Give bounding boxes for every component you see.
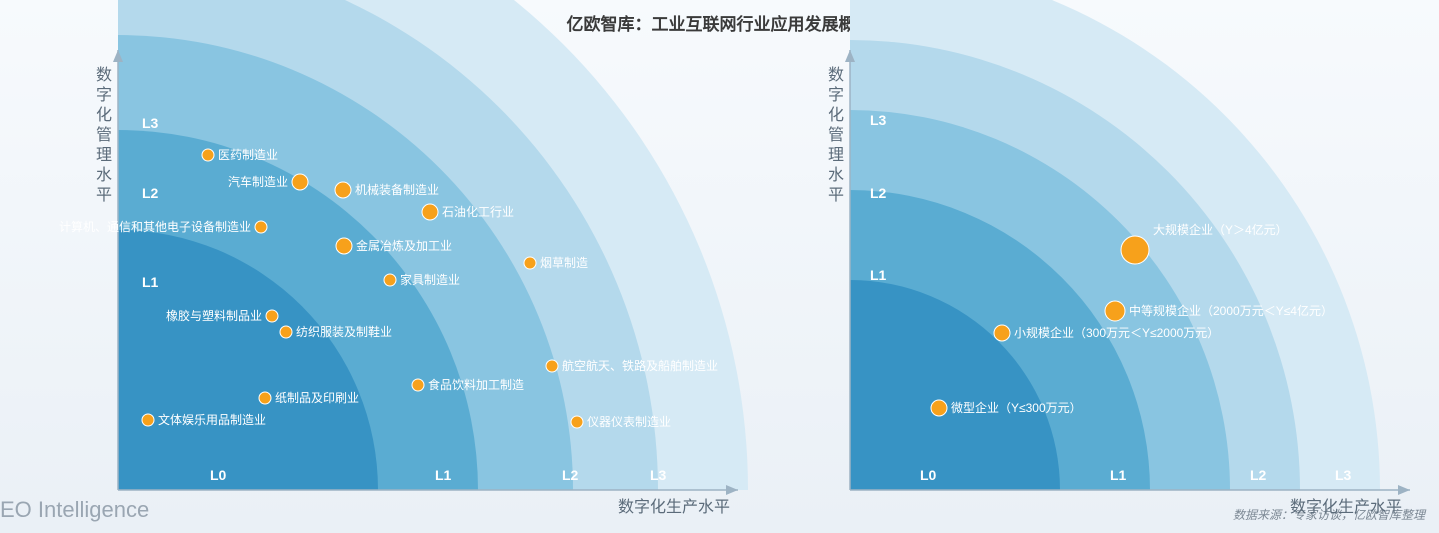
data-point bbox=[1105, 301, 1125, 321]
data-point-label: 微型企业（Y≤300万元） bbox=[951, 400, 1082, 415]
band-label-y: L2 bbox=[142, 185, 159, 201]
band-label-x: L3 bbox=[650, 467, 667, 483]
band-label-x: L0 bbox=[210, 467, 227, 483]
data-point bbox=[292, 174, 308, 190]
data-point bbox=[142, 414, 154, 426]
data-point-label: 仪器仪表制造业 bbox=[587, 415, 671, 429]
data-point-label: 计算机、通信和其他电子设备制造业 bbox=[59, 219, 251, 234]
data-point-label: 文体娱乐用品制造业 bbox=[158, 412, 266, 427]
data-point bbox=[336, 238, 352, 254]
data-point-label: 大规模企业（Y＞4亿元） bbox=[1153, 222, 1288, 237]
data-point bbox=[1121, 236, 1149, 264]
data-point bbox=[259, 392, 271, 404]
band-label-x: L1 bbox=[1110, 467, 1127, 483]
data-point-label: 石油化工行业 bbox=[442, 205, 514, 219]
data-point bbox=[255, 221, 267, 233]
band-label-y: L1 bbox=[870, 267, 887, 283]
band-label-x: L2 bbox=[1250, 467, 1267, 483]
band-label-y: L2 bbox=[870, 185, 887, 201]
data-point bbox=[422, 204, 438, 220]
x-axis-arrow bbox=[1398, 485, 1410, 495]
data-point bbox=[266, 310, 278, 322]
x-axis-label: 数字化生产水平 bbox=[1290, 498, 1402, 516]
data-point bbox=[931, 400, 947, 416]
data-point-label: 小规模企业（300万元＜Y≤2000万元） bbox=[1014, 325, 1219, 340]
data-point bbox=[202, 149, 214, 161]
band-label-x: L0 bbox=[920, 467, 937, 483]
x-axis-label: 数字化生产水平 bbox=[618, 498, 730, 516]
data-point bbox=[571, 416, 583, 428]
data-point-label: 纺织服装及制鞋业 bbox=[296, 324, 392, 339]
data-point-label: 家具制造业 bbox=[400, 272, 460, 287]
y-axis-label: 数字化管理水平 bbox=[828, 66, 844, 204]
band-label-x: L3 bbox=[1335, 467, 1352, 483]
data-point-label: 汽车制造业 bbox=[228, 174, 288, 189]
band-label-x: L2 bbox=[562, 467, 579, 483]
data-point-label: 航空航天、铁路及船舶制造业 bbox=[562, 358, 718, 373]
quadrant-bands bbox=[0, 0, 748, 533]
data-point bbox=[412, 379, 424, 391]
data-point-label: 橡胶与塑料制品业 bbox=[166, 308, 262, 323]
data-point bbox=[335, 182, 351, 198]
band-label-x: L1 bbox=[435, 467, 452, 483]
data-point-label: 纸制品及印刷业 bbox=[275, 391, 359, 405]
data-point-label: 烟草制造 bbox=[540, 256, 588, 270]
data-point bbox=[546, 360, 558, 372]
data-point-label: 医药制造业 bbox=[218, 148, 278, 162]
charts-svg: 数字化管理水平数字化生产水平 L0 L1 L2 L3 L1 L2 L3 医药制造业汽车制造业机械… bbox=[0, 0, 1439, 533]
data-point-label: 机械装备制造业 bbox=[355, 182, 439, 197]
data-point bbox=[524, 257, 536, 269]
data-point bbox=[384, 274, 396, 286]
data-point bbox=[994, 325, 1010, 341]
band-label-y: L1 bbox=[142, 274, 159, 290]
data-point bbox=[280, 326, 292, 338]
data-point-label: 食品饮料加工制造 bbox=[428, 377, 524, 392]
band-label-y: L3 bbox=[870, 112, 887, 128]
band-label-y: L3 bbox=[142, 115, 159, 131]
data-point-label: 中等规模企业（2000万元＜Y≤4亿元） bbox=[1129, 303, 1333, 318]
y-axis-label: 数字化管理水平 bbox=[96, 66, 112, 204]
data-point-label: 金属冶炼及加工业 bbox=[356, 238, 452, 253]
